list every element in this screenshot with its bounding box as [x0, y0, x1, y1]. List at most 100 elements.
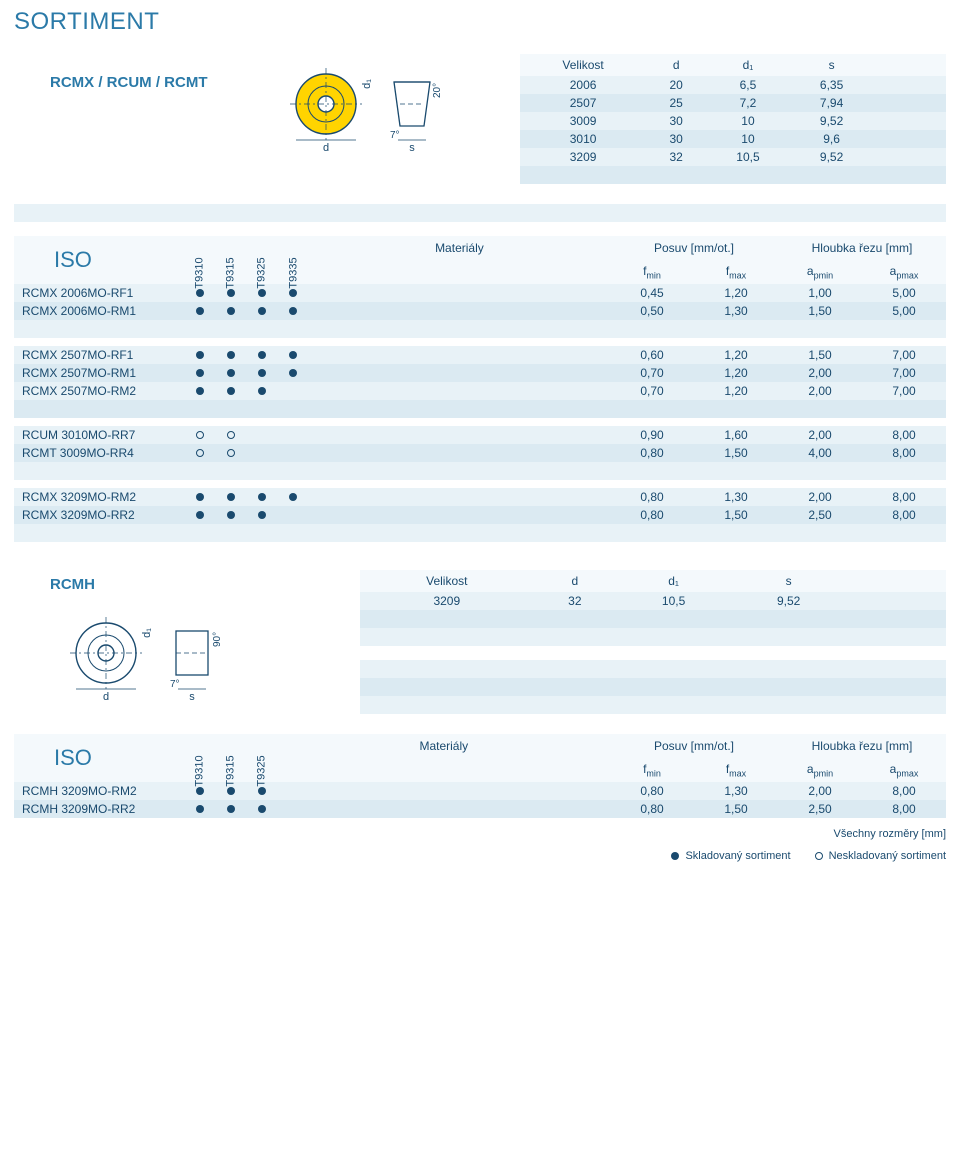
- shape1-row: RCMX / RCUM / RCMT d d₁ 7° 20° s: [50, 54, 946, 184]
- value-cell: [694, 320, 778, 338]
- grade-mark: [215, 346, 246, 364]
- iso-grade-gap: [184, 734, 278, 758]
- size-cell: [896, 592, 946, 610]
- size-cell: [360, 610, 534, 628]
- grade-mark: [215, 364, 246, 382]
- dot-filled-icon: [227, 369, 235, 377]
- size-cell: 32: [534, 592, 617, 610]
- dot-filled-icon: [289, 351, 297, 359]
- dot-filled-icon: [258, 369, 266, 377]
- value-cell: 7,00: [862, 346, 946, 364]
- grade-mark: [246, 506, 277, 524]
- product-name: RCMH 3209MO-RR2: [14, 800, 184, 818]
- value-header: apmax: [862, 260, 946, 284]
- dot-filled-icon: [258, 351, 266, 359]
- shape2-row: RCMH d d₁ 7° 90° s Velikostdd₁s32093210,…: [50, 570, 946, 714]
- size-cell: 10,5: [706, 148, 790, 166]
- value-header: fmin: [610, 758, 694, 782]
- page-title: SORTIMENT: [14, 8, 946, 36]
- iso-data-row: RCMX 2006MO-RM10,501,301,505,00: [14, 302, 946, 320]
- size-cell: [555, 678, 653, 696]
- value-cell: [694, 400, 778, 418]
- value-cell: 2,00: [778, 382, 862, 400]
- size-header: d: [646, 54, 706, 76]
- iso1-block: ISOMateriályPosuv [mm/ot.]Hloubka řezu […: [14, 236, 946, 542]
- value-cell: [610, 320, 694, 338]
- grade-header: T9315: [215, 758, 246, 782]
- grade-mark: [278, 364, 309, 382]
- grade-mark: [246, 488, 277, 506]
- product-name: RCMX 2507MO-RM2: [14, 382, 184, 400]
- size-row: 32093210,59,52: [520, 148, 946, 166]
- grade-mark: [278, 488, 309, 506]
- legend-stocked: Skladovaný sortiment: [671, 850, 790, 862]
- svg-text:20°: 20°: [432, 83, 443, 98]
- dot-filled-icon: [258, 387, 266, 395]
- footer-note: Všechny rozměry [mm]: [834, 828, 946, 840]
- grade-mark: [184, 462, 215, 480]
- size-cell: [731, 628, 846, 646]
- grade-mark: [184, 364, 215, 382]
- dot-filled-icon: [258, 787, 266, 795]
- legend-unstocked: Neskladovaný sortiment: [815, 850, 946, 862]
- svg-text:s: s: [189, 691, 195, 703]
- size-header: s: [790, 54, 874, 76]
- value-cell: 2,50: [778, 506, 862, 524]
- value-cell: [778, 462, 862, 480]
- value-cell: 0,80: [610, 444, 694, 462]
- size-row: 300930109,52: [520, 112, 946, 130]
- value-header: apmax: [862, 758, 946, 782]
- size-cell: [790, 166, 874, 184]
- size-cell: [848, 678, 946, 696]
- legend-stocked-label: Skladovaný sortiment: [685, 850, 790, 862]
- value-cell: 0,50: [610, 302, 694, 320]
- size-row: [520, 166, 946, 184]
- depth-header: Hloubka řezu [mm]: [778, 734, 946, 758]
- iso-data-row: RCMH 3209MO-RR20,801,502,508,00: [14, 800, 946, 818]
- product-name: [14, 462, 184, 480]
- iso-label: ISO: [14, 734, 184, 782]
- size-cell: [616, 610, 731, 628]
- size-cell: 10: [706, 130, 790, 148]
- svg-text:d₁: d₁: [141, 628, 153, 638]
- grade-header: T9310: [184, 260, 215, 284]
- grade-mark: [246, 364, 277, 382]
- materials-header: Materiály: [278, 734, 610, 758]
- product-name: RCMX 3209MO-RM2: [14, 488, 184, 506]
- grade-mark: [278, 400, 309, 418]
- value-cell: [862, 462, 946, 480]
- value-header: apmin: [778, 758, 862, 782]
- feed-header: Posuv [mm/ot.]: [610, 734, 778, 758]
- grade-mark: [215, 382, 246, 400]
- grade-mark: [278, 462, 309, 480]
- size-row: 301030109,6: [520, 130, 946, 148]
- size-cell: 10: [706, 112, 790, 130]
- value-cell: 8,00: [862, 444, 946, 462]
- svg-text:7°: 7°: [170, 679, 180, 690]
- grade-mark: [278, 524, 309, 542]
- grade-mark: [246, 400, 277, 418]
- grade-mark: [184, 320, 215, 338]
- grade-mark: [184, 302, 215, 320]
- size-cell: [458, 696, 556, 714]
- dot-open-icon: [196, 431, 204, 439]
- size-cell: [910, 148, 946, 166]
- value-cell: 0,90: [610, 426, 694, 444]
- shape2-label: RCMH: [50, 570, 260, 593]
- dot-filled-icon: [258, 307, 266, 315]
- size-cell: [896, 628, 946, 646]
- dot-filled-icon: [196, 787, 204, 795]
- grade-mark: [215, 800, 246, 818]
- size-row: [360, 696, 946, 714]
- value-cell: 8,00: [862, 506, 946, 524]
- iso-data-row: RCMX 2507MO-RF10,601,201,507,00: [14, 346, 946, 364]
- value-cell: [862, 400, 946, 418]
- grade-header: T9325: [246, 758, 277, 782]
- size-cell: [910, 130, 946, 148]
- value-cell: 7,00: [862, 364, 946, 382]
- iso-data-row: [14, 320, 946, 338]
- size-cell: [751, 696, 849, 714]
- grade-mark: [246, 346, 277, 364]
- iso-data-row: RCMX 2006MO-RF10,451,201,005,00: [14, 284, 946, 302]
- size-cell: 9,52: [790, 148, 874, 166]
